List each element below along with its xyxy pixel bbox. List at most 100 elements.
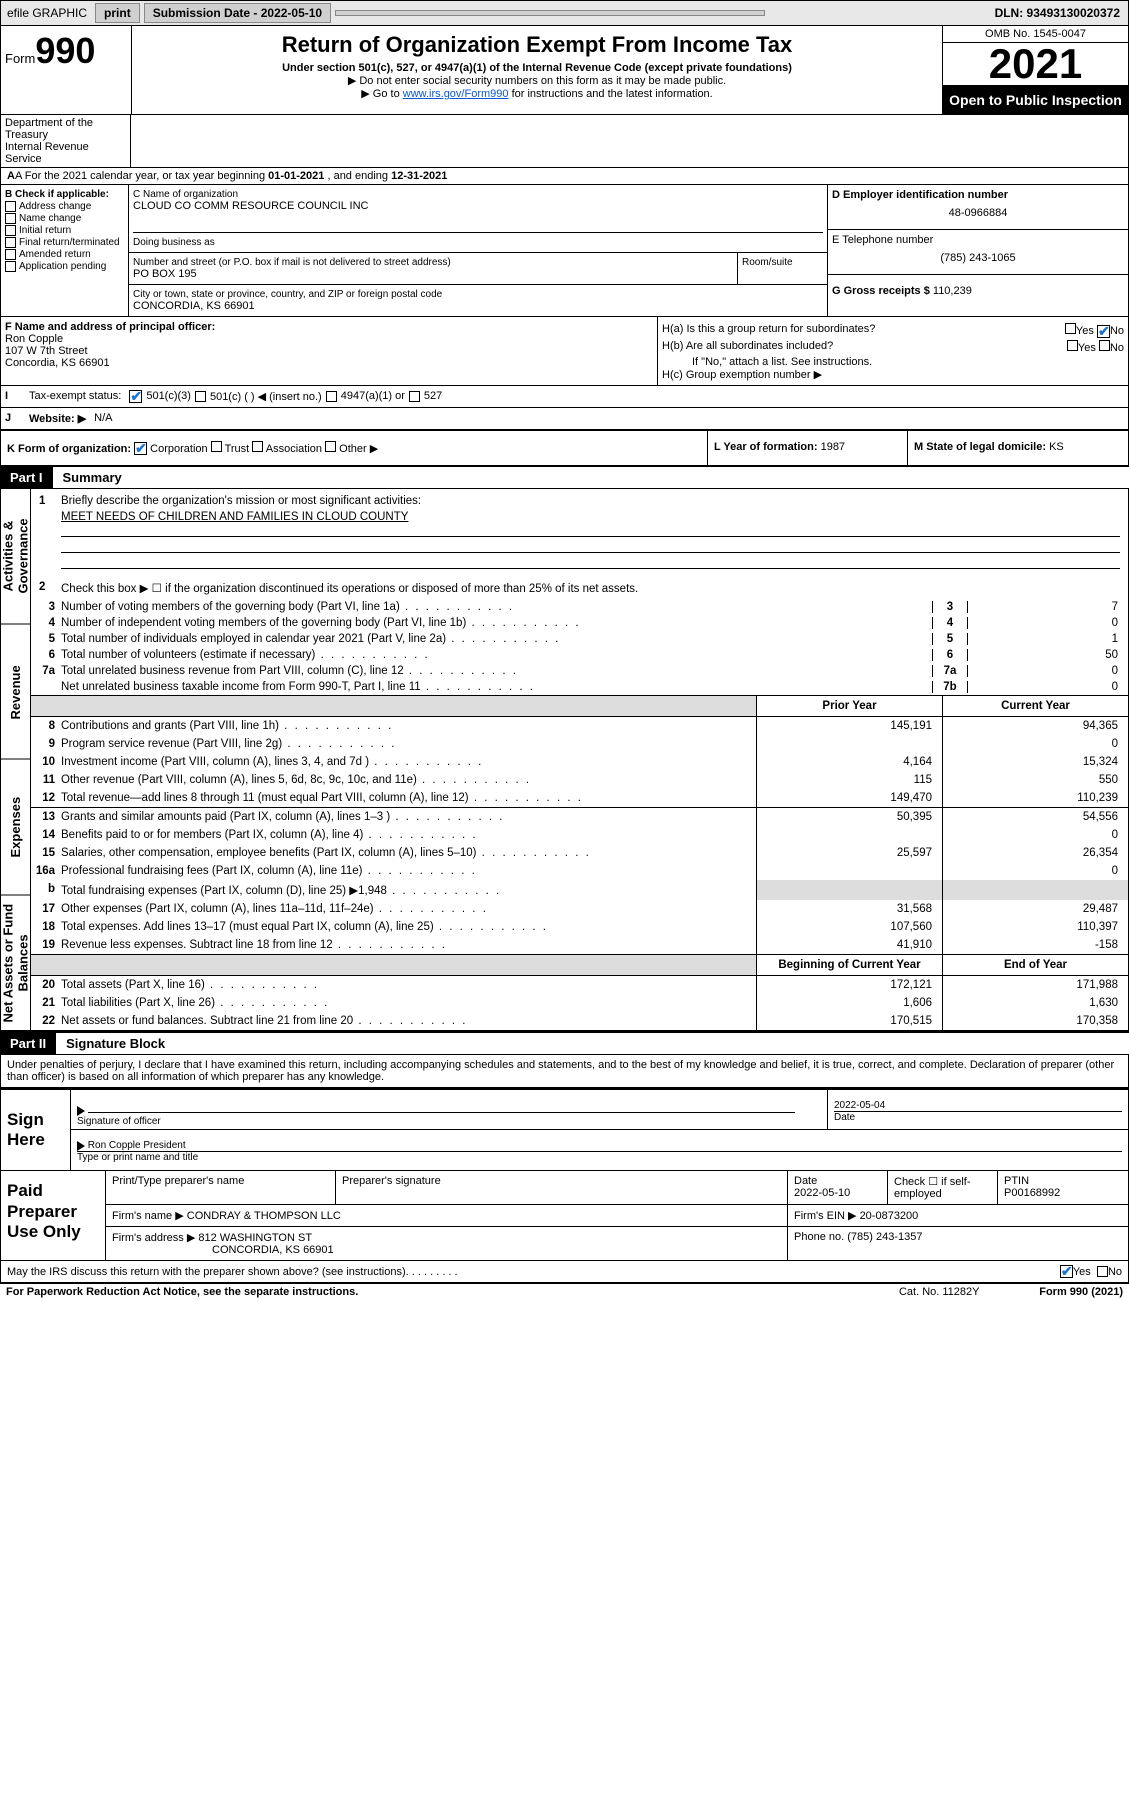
telephone-value: (785) 243-1065 xyxy=(832,246,1124,270)
room-suite-label: Room/suite xyxy=(738,253,828,285)
summary-line: 4Number of independent voting members of… xyxy=(31,615,1128,631)
perjury-declaration: Under penalties of perjury, I declare th… xyxy=(0,1055,1129,1088)
preparer-date: 2022-05-10 xyxy=(794,1187,850,1199)
form-header: Form990 Return of Organization Exempt Fr… xyxy=(0,26,1129,114)
summary-line: 6Total number of volunteers (estimate if… xyxy=(31,647,1128,663)
checkbox-checked-icon[interactable] xyxy=(1097,325,1110,338)
checkbox-icon[interactable] xyxy=(1065,323,1076,334)
vertical-tab: Expenses xyxy=(1,759,30,895)
check-applicable-col: B Check if applicable: Address change Na… xyxy=(1,185,129,316)
prior-year-header: Prior Year xyxy=(756,696,942,716)
checkbox-icon[interactable] xyxy=(5,225,16,236)
dept-treasury: Department of the Treasury Internal Reve… xyxy=(1,115,131,167)
triangle-icon xyxy=(77,1106,85,1116)
state-domicile: KS xyxy=(1049,441,1064,453)
financial-line: 21Total liabilities (Part X, line 26)1,6… xyxy=(31,994,1128,1012)
checkbox-icon[interactable] xyxy=(5,261,16,272)
checkbox-icon[interactable] xyxy=(326,391,337,402)
checkbox-checked-icon[interactable] xyxy=(1060,1265,1073,1278)
gross-receipts-value: 110,239 xyxy=(933,285,972,297)
financial-line: bTotal fundraising expenses (Part IX, co… xyxy=(31,880,1128,900)
begin-year-header: Beginning of Current Year xyxy=(756,955,942,975)
checkbox-icon[interactable] xyxy=(5,237,16,248)
paid-preparer-block: Paid Preparer Use Only Print/Type prepar… xyxy=(0,1171,1129,1261)
financial-line: 22Net assets or fund balances. Subtract … xyxy=(31,1012,1128,1030)
financial-line: 9Program service revenue (Part VIII, lin… xyxy=(31,735,1128,753)
checkbox-icon[interactable] xyxy=(1097,1266,1108,1277)
financial-line: 20Total assets (Part X, line 16)172,1211… xyxy=(31,976,1128,994)
checkbox-icon[interactable] xyxy=(211,441,222,452)
tax-year: 2021 xyxy=(943,43,1128,86)
sign-here-block: Sign Here Signature of officer 2022-05-0… xyxy=(0,1088,1129,1171)
summary-line: 7aTotal unrelated business revenue from … xyxy=(31,663,1128,679)
firm-address: 812 WASHINGTON ST xyxy=(198,1232,312,1244)
checkbox-icon[interactable] xyxy=(195,391,206,402)
ein-value: 48-0966884 xyxy=(832,201,1124,225)
checkbox-icon[interactable] xyxy=(252,441,263,452)
form-subtitle: Under section 501(c), 527, or 4947(a)(1)… xyxy=(136,62,938,74)
city-state-zip: CONCORDIA, KS 66901 xyxy=(133,300,823,312)
firm-name: CONDRAY & THOMPSON LLC xyxy=(187,1210,341,1222)
vertical-tab: Activities & Governance xyxy=(1,489,30,624)
ptin-value: P00168992 xyxy=(1004,1187,1060,1199)
open-public-badge: Open to Public Inspection xyxy=(943,86,1128,114)
financial-line: 19Revenue less expenses. Subtract line 1… xyxy=(31,936,1128,954)
triangle-icon xyxy=(77,1141,85,1151)
financial-line: 11Other revenue (Part VIII, column (A), … xyxy=(31,771,1128,789)
form-ref: Form 990 (2021) xyxy=(1039,1286,1123,1298)
financial-line: 8Contributions and grants (Part VIII, li… xyxy=(31,717,1128,735)
org-name-cell: C Name of organization CLOUD CO COMM RES… xyxy=(129,185,828,253)
may-discuss-row: May the IRS discuss this return with the… xyxy=(0,1261,1129,1282)
sig-date: 2022-05-04 xyxy=(834,1100,1122,1111)
form-number-cell: Form990 xyxy=(1,26,131,114)
summary-line: 3Number of voting members of the governi… xyxy=(31,599,1128,615)
firm-ein: 20-0873200 xyxy=(860,1210,919,1222)
summary-line: 5Total number of individuals employed in… xyxy=(31,631,1128,647)
form-number: 990 xyxy=(35,30,95,71)
website-value: N/A xyxy=(94,412,112,424)
irs-link[interactable]: www.irs.gov/Form990 xyxy=(403,88,509,100)
form-title: Return of Organization Exempt From Incom… xyxy=(136,32,938,58)
form-of-org: K Form of organization: Corporation Trus… xyxy=(1,431,708,466)
mission-text: MEET NEEDS OF CHILDREN AND FAMILIES IN C… xyxy=(31,511,1128,523)
checkbox-icon[interactable] xyxy=(5,201,16,212)
checkbox-checked-icon[interactable] xyxy=(129,390,142,403)
part-ii-header: Part II Signature Block xyxy=(0,1032,1129,1055)
checkbox-icon[interactable] xyxy=(5,213,16,224)
catalog-number: Cat. No. 11282Y xyxy=(839,1286,1039,1298)
goto-note: ▶ Go to www.irs.gov/Form990 for instruct… xyxy=(136,87,938,100)
financial-line: 15Salaries, other compensation, employee… xyxy=(31,844,1128,862)
entity-info-block: AA For the 2021 calendar year, or tax ye… xyxy=(0,168,1129,466)
form-word: Form xyxy=(5,51,35,66)
financial-line: 10Investment income (Part VIII, column (… xyxy=(31,753,1128,771)
checkbox-icon[interactable] xyxy=(1067,340,1078,351)
financial-line: 14Benefits paid to or for members (Part … xyxy=(31,826,1128,844)
summary-line: Net unrelated business taxable income fr… xyxy=(31,679,1128,695)
dln-label: DLN: 93493130020372 xyxy=(995,6,1128,20)
checkbox-icon[interactable] xyxy=(325,441,336,452)
efile-label: efile GRAPHIC xyxy=(1,6,93,20)
financial-line: 16aProfessional fundraising fees (Part I… xyxy=(31,862,1128,880)
checkbox-icon[interactable] xyxy=(409,391,420,402)
page-footer: For Paperwork Reduction Act Notice, see … xyxy=(0,1282,1129,1300)
principal-officer-cell: F Name and address of principal officer:… xyxy=(1,317,658,385)
officer-name: Ron Copple President xyxy=(88,1140,186,1151)
financial-line: 13Grants and similar amounts paid (Part … xyxy=(31,808,1128,826)
blank-toolbar-field[interactable] xyxy=(335,10,765,16)
street-address: PO BOX 195 xyxy=(133,268,733,280)
part-i-header: Part I Summary xyxy=(0,466,1129,489)
vertical-tab: Revenue xyxy=(1,624,30,760)
current-year-header: Current Year xyxy=(942,696,1128,716)
firm-phone: (785) 243-1357 xyxy=(847,1231,922,1243)
ssn-note: ▶ Do not enter social security numbers o… xyxy=(136,74,938,87)
financial-line: 17Other expenses (Part IX, column (A), l… xyxy=(31,900,1128,918)
checkbox-checked-icon[interactable] xyxy=(134,442,147,455)
checkbox-icon[interactable] xyxy=(1099,340,1110,351)
tax-year-row: AA For the 2021 calendar year, or tax ye… xyxy=(1,168,1128,185)
submission-date-button[interactable]: Submission Date - 2022-05-10 xyxy=(144,3,331,23)
vertical-tab: Net Assets or Fund Balances xyxy=(1,895,30,1031)
print-button[interactable]: print xyxy=(95,3,140,23)
colB-header: B Check if applicable: xyxy=(5,189,124,200)
financial-line: 18Total expenses. Add lines 13–17 (must … xyxy=(31,918,1128,936)
checkbox-icon[interactable] xyxy=(5,249,16,260)
